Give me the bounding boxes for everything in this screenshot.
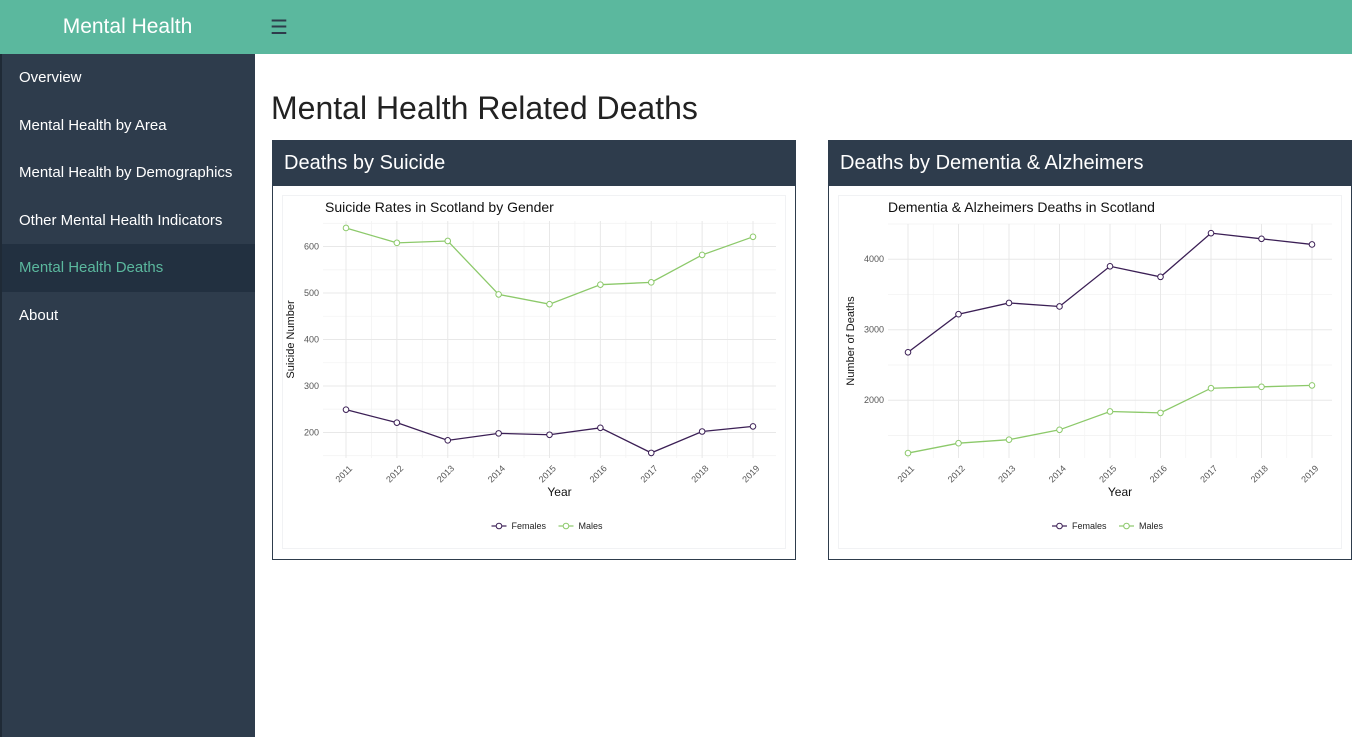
x-tick-label: 2016	[588, 463, 609, 484]
legend-key-point	[1056, 522, 1063, 530]
data-point-females	[749, 423, 757, 430]
legend-label: Females	[1072, 521, 1107, 531]
dementia-box-header: Deaths by Dementia & Alzheimers	[829, 141, 1351, 186]
data-point-females	[698, 428, 706, 435]
dementia-chart: 2000 3000 4000 2011 2012 2013 2014 2015 2016 2017…	[845, 199, 1332, 531]
data-point-males	[444, 237, 452, 245]
app-brand[interactable]: Mental Health	[62, 15, 193, 38]
data-point-females	[955, 310, 962, 318]
x-tick-label: 2018	[1249, 463, 1270, 484]
sidebar: Overview Mental Health by Area Mental He…	[0, 54, 255, 737]
sidebar-item-area[interactable]: Mental Health by Area	[19, 116, 167, 134]
data-point-males	[1005, 436, 1013, 443]
x-tick-label: 2012	[384, 463, 405, 484]
y-tick-label: 600	[304, 242, 319, 252]
legend-key-point	[495, 522, 503, 530]
suicide-chart-container: 200 300 400 500 600 2011 2012 2013 2014 2015 2016 2…	[283, 196, 785, 548]
data-point-females	[1005, 299, 1013, 307]
legend-label: Males	[579, 521, 604, 531]
data-point-males	[647, 279, 655, 286]
data-point-males	[1157, 409, 1164, 417]
y-tick-label: 3000	[864, 325, 884, 335]
x-tick-label: 2011	[333, 463, 354, 484]
x-tick-label: 2019	[740, 463, 761, 484]
suicide-chart: 200 300 400 500 600 2011 2012 2013 2014 2015 2016 2…	[285, 199, 776, 531]
data-point-females	[1258, 235, 1265, 243]
sidebar-item-deaths[interactable]: Mental Health Deaths	[2, 244, 255, 292]
sidebar-item-about[interactable]: About	[19, 306, 59, 324]
x-tick-label: 2011	[895, 463, 916, 484]
data-point-males	[1308, 382, 1316, 389]
x-tick-label: 2014	[1047, 463, 1068, 484]
x-tick-label: 2014	[486, 463, 507, 484]
data-point-males	[749, 233, 757, 241]
x-tick-label: 2017	[1198, 463, 1219, 484]
y-axis-label: Number of Deaths	[845, 296, 857, 386]
top-navbar: Mental Health ☰	[0, 0, 1352, 54]
page-title: Mental Health Related Deaths	[271, 90, 698, 126]
data-point-females	[495, 430, 502, 437]
suicide-box-header: Deaths by Suicide	[273, 141, 795, 186]
data-point-males	[495, 291, 502, 298]
chart-title: Suicide Rates in Scotland by Gender	[325, 199, 554, 215]
data-point-females	[342, 406, 350, 413]
data-point-females	[1157, 273, 1164, 281]
data-point-males	[342, 224, 350, 232]
x-tick-label: 2013	[435, 463, 456, 484]
data-point-females	[1106, 262, 1114, 270]
data-point-females	[444, 437, 452, 444]
suicide-box: Deaths by Suicide 200 300 400 500 600 2011 201…	[272, 140, 796, 560]
y-tick-label: 2000	[864, 395, 884, 405]
legend-key-point	[1123, 522, 1130, 530]
data-point-males	[393, 239, 401, 247]
data-point-males	[1258, 383, 1265, 391]
y-tick-label: 300	[304, 381, 319, 391]
sidebar-item-demographics[interactable]: Mental Health by Demographics	[19, 164, 233, 182]
dementia-chart-container: 2000 3000 4000 2011 2012 2013 2014 2015 2016 2017…	[839, 196, 1341, 548]
y-tick-label: 4000	[864, 254, 884, 264]
data-point-males	[1056, 426, 1063, 434]
data-point-females	[597, 424, 604, 432]
y-tick-label: 400	[304, 335, 319, 345]
data-point-females	[1308, 241, 1316, 248]
x-tick-label: 2012	[946, 463, 967, 484]
x-axis-label: Year	[547, 485, 571, 499]
data-point-females	[546, 431, 553, 439]
data-point-females	[904, 348, 912, 356]
data-point-males	[1106, 408, 1114, 415]
legend-key-point	[562, 522, 570, 530]
data-point-males	[546, 300, 553, 308]
data-point-females	[393, 419, 401, 426]
x-axis-label: Year	[1108, 485, 1132, 499]
data-point-females	[1207, 229, 1215, 237]
data-point-males	[955, 439, 962, 447]
chart-title: Dementia & Alzheimers Deaths in Scotland	[888, 199, 1155, 215]
x-tick-label: 2015	[537, 463, 558, 484]
x-tick-label: 2015	[1097, 463, 1118, 484]
x-tick-label: 2019	[1299, 463, 1320, 484]
legend-label: Males	[1139, 521, 1164, 531]
sidebar-item-overview[interactable]: Overview	[19, 69, 82, 87]
x-tick-label: 2016	[1148, 463, 1169, 484]
data-point-females	[1056, 303, 1063, 310]
data-point-males	[1207, 384, 1215, 392]
legend-label: Females	[512, 521, 547, 531]
x-tick-label: 2013	[996, 463, 1017, 484]
data-point-females	[647, 449, 655, 457]
y-tick-label: 500	[304, 288, 319, 298]
data-point-males	[904, 449, 912, 457]
sidebar-toggle-icon[interactable]: ☰	[270, 16, 288, 39]
dementia-box: Deaths by Dementia & Alzheimers 2000 3000…	[828, 140, 1352, 560]
sidebar-item-other-indicators[interactable]: Other Mental Health Indicators	[19, 211, 223, 229]
x-tick-label: 2018	[689, 463, 710, 484]
y-axis-label: Suicide Number	[285, 300, 297, 379]
y-tick-label: 200	[304, 427, 319, 437]
x-tick-label: 2017	[639, 463, 660, 484]
data-point-males	[698, 251, 706, 259]
data-point-males	[597, 281, 604, 288]
